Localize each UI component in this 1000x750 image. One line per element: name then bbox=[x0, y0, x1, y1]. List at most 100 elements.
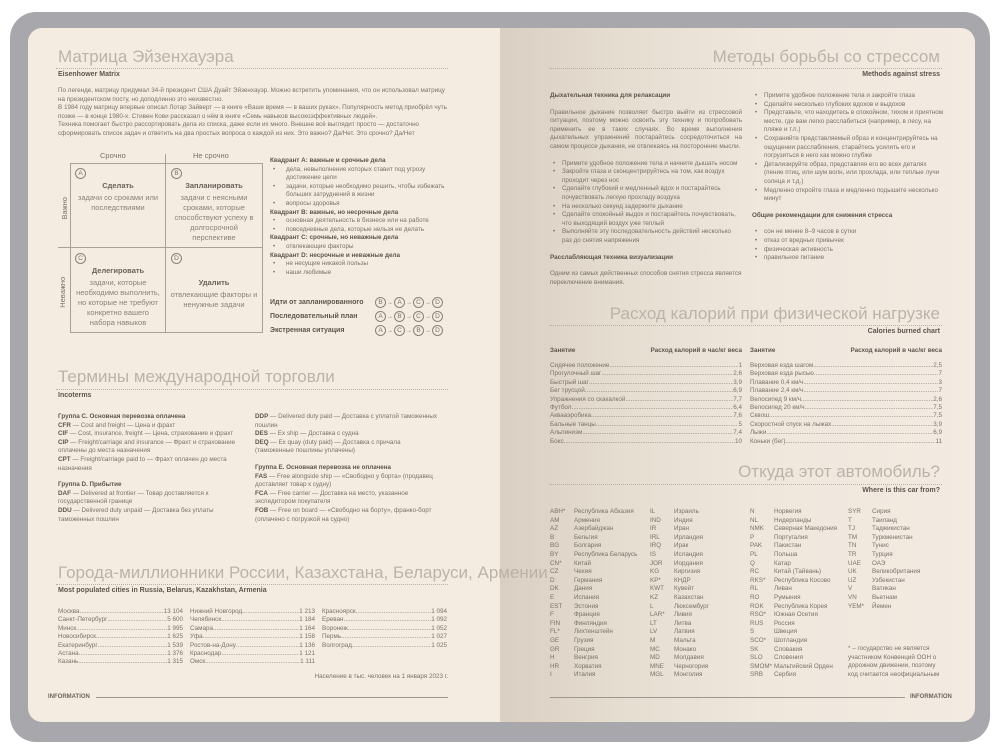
activity-value: 6,9 bbox=[933, 429, 942, 437]
country-code: CZ bbox=[550, 568, 559, 576]
visual-intro: Одним из самых действенных способов снят… bbox=[550, 270, 742, 286]
country-code: KZ bbox=[650, 593, 659, 601]
divider bbox=[550, 68, 942, 69]
incoterm-code: CFR bbox=[58, 421, 71, 429]
country-name: Таджикистан bbox=[872, 525, 910, 533]
incoterm-definition: — Free carrier — Доставка на место, указ… bbox=[255, 489, 409, 506]
city-name: Красноярск bbox=[322, 608, 356, 615]
country-name: Словения bbox=[774, 654, 803, 662]
cities-title: Города-миллионники России, Казахстана, Б… bbox=[58, 563, 548, 582]
country-code: F bbox=[550, 611, 554, 619]
country-code: KWT bbox=[650, 585, 664, 593]
incoterms-group-title: Группа E. Основная перевозка не оплачена bbox=[255, 463, 392, 471]
matrix-hline bbox=[58, 247, 263, 248]
country-code-row: KP* КНДР bbox=[650, 577, 748, 586]
city-row: Челябинск 1 184 bbox=[190, 616, 315, 624]
country-code-row: MC Монако bbox=[650, 646, 748, 655]
calories-col-value: Расход калорий в час/кг веса bbox=[650, 347, 743, 354]
dot-leader bbox=[564, 438, 735, 446]
sequence-chain: A → B → C → D bbox=[375, 311, 443, 322]
country-code: PL bbox=[750, 550, 758, 558]
list-item: На несколько секунд задержите дыхание bbox=[550, 203, 742, 212]
country-name: Черногория bbox=[674, 662, 709, 670]
country-code-row: EST Эстония bbox=[550, 603, 648, 612]
country-name: Польша bbox=[774, 550, 798, 558]
dot-leader bbox=[78, 658, 167, 666]
list-item: не несущие никакой пользы bbox=[270, 260, 450, 269]
quadrant-letter-badge: A bbox=[375, 325, 386, 336]
priority-sequences: Идти от запланированного B → A → C → D Последова… bbox=[270, 297, 450, 339]
dot-leader bbox=[352, 642, 431, 650]
country-code: D bbox=[550, 576, 555, 584]
city-name: Нижний Новгород bbox=[190, 608, 243, 615]
incoterm-code: DAF bbox=[58, 489, 71, 497]
country-name: Армения bbox=[574, 516, 600, 524]
sequence-chain: A → C → B → D bbox=[375, 325, 443, 336]
country-name: Бельгия bbox=[574, 533, 598, 541]
quadrant-letter-badge: C bbox=[394, 325, 405, 336]
incoterm-code: DEQ bbox=[255, 438, 269, 446]
country-code-row: KWT Кувейт bbox=[650, 585, 748, 594]
country-name: Пакистан bbox=[774, 542, 802, 550]
activity-name: Велосипед 20 км/ч bbox=[750, 404, 805, 412]
quadrant-letter-badge: B bbox=[375, 297, 386, 308]
spacer bbox=[58, 473, 243, 481]
incoterm-definition: — Cost, insurance, freight — Цена, страх… bbox=[68, 430, 234, 438]
country-code: P bbox=[750, 533, 755, 541]
list-item: Представьте, что находитесь в спокойном,… bbox=[752, 109, 944, 135]
city-name: Пермь bbox=[322, 633, 342, 641]
activity-value: 5 bbox=[738, 420, 742, 428]
city-row: Астана 1 376 bbox=[58, 650, 183, 658]
country-code: TR bbox=[848, 550, 857, 558]
country-code-row: MNE Черногория bbox=[650, 663, 748, 672]
activity-name: Коньки (бег) bbox=[750, 437, 786, 445]
city-row: Омск 1 111 bbox=[190, 658, 315, 666]
country-code-row: H Венгрия bbox=[550, 654, 648, 663]
country-code-row: TR Турция bbox=[848, 551, 946, 560]
incoterm-definition: — Ex quay (duty paid) — Доставка с прича… bbox=[255, 438, 401, 455]
country-code-row: LT Литва bbox=[650, 620, 748, 629]
country-code-row: HR Хорватия bbox=[550, 663, 648, 672]
matrix-grid bbox=[70, 163, 263, 333]
country-code-row: UK Великобритания bbox=[848, 568, 946, 577]
activity-value: 11 bbox=[935, 437, 942, 445]
country-name: Литва bbox=[674, 619, 692, 627]
left-page bbox=[28, 28, 500, 722]
incoterm-code: CIF bbox=[58, 430, 69, 438]
country-name: Люксембург bbox=[674, 602, 709, 610]
activity-name: Бокс bbox=[550, 437, 564, 445]
quadrant-note-title: Квадрант B: важные, но несрочные дела bbox=[270, 208, 399, 216]
country-code: JOR bbox=[650, 559, 663, 567]
country-name: Румыния bbox=[774, 593, 801, 601]
list-item: отвлекающие факторы bbox=[270, 243, 450, 252]
country-name: Мальтийский Орден bbox=[774, 662, 833, 670]
quadrant-letter-badge: A bbox=[375, 311, 386, 322]
incoterms-title: Термины международной торговли bbox=[58, 367, 335, 386]
incoterm-definition: — Delivered duty unpaid — Доставка без у… bbox=[58, 506, 214, 523]
row-label-important: Важно bbox=[59, 197, 69, 220]
country-code: MC bbox=[650, 645, 660, 653]
dot-leader bbox=[625, 396, 733, 404]
visual-title: Расслабляющая техника визуализации bbox=[550, 253, 673, 261]
dot-leader bbox=[803, 379, 938, 387]
calories-title: Расход калорий при физической нагрузке bbox=[609, 304, 940, 323]
dot-leader bbox=[80, 608, 164, 616]
quadrant-letter-badge: A bbox=[75, 168, 86, 179]
activity-name: Футбол bbox=[550, 404, 572, 412]
activity-name: Альпинизм bbox=[550, 429, 583, 437]
arrow-right-icon: → bbox=[425, 327, 431, 334]
dot-leader bbox=[609, 362, 738, 370]
country-name: Финляндия bbox=[574, 619, 607, 627]
incoterm-entry: FOB — Free on board — «Свободно на борту… bbox=[255, 507, 440, 524]
city-value: 1 376 bbox=[167, 650, 183, 658]
country-code: T bbox=[848, 516, 852, 524]
dot-leader bbox=[769, 412, 933, 420]
activity-row: Коньки (бег) 11 bbox=[750, 438, 942, 446]
incoterm-code: FAS bbox=[255, 472, 268, 480]
city-row: Санкт-Петербург 5 600 bbox=[58, 616, 183, 624]
country-code-row: GE Грузия bbox=[550, 637, 648, 646]
calories-col-value: Расход калорий в час/кг веса bbox=[850, 347, 943, 354]
arrow-right-icon: → bbox=[425, 299, 431, 306]
dot-leader bbox=[803, 387, 938, 395]
paragraph: В 1984 году матрицу впервые описал Лотар… bbox=[58, 104, 447, 120]
